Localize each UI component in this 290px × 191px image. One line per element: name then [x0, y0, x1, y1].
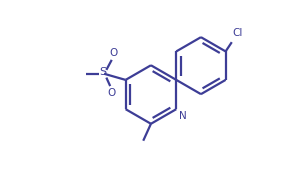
Text: O: O [108, 88, 116, 98]
Text: Cl: Cl [233, 28, 243, 38]
Text: N: N [179, 111, 187, 121]
Text: O: O [109, 48, 117, 58]
Text: S: S [99, 67, 106, 77]
